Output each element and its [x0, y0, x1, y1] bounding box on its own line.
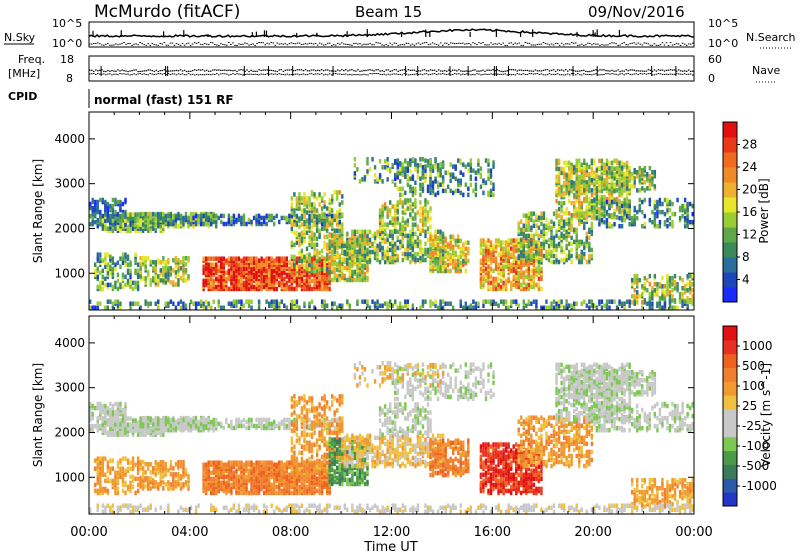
colorbar-segment	[723, 137, 737, 153]
colorbar-segment	[723, 242, 737, 258]
colorbar-segment	[723, 478, 737, 493]
colorbar-tick-label: -100	[742, 439, 769, 453]
colorbar-tick-label: -1000	[742, 479, 777, 493]
colorbar-tick-label: 12	[742, 228, 757, 242]
colorbar-tick-label: 24	[742, 160, 757, 174]
freq-tick-top: 18	[60, 53, 74, 66]
colorbar-segment	[723, 450, 737, 465]
beam-label: Beam 15	[355, 3, 422, 21]
velocity-colorbar-label: Velocity [m s^-1]	[759, 363, 773, 467]
nsky-label: N.Sky	[4, 31, 36, 44]
colorbar-tick-label: 25	[742, 399, 757, 413]
power-heatmap-cells	[89, 157, 694, 310]
colorbar-segment	[723, 182, 737, 198]
nave-tick-top: 60	[708, 53, 722, 66]
colorbar-segment	[723, 122, 737, 138]
colorbar-segment	[723, 167, 737, 183]
y-tick-label: 3000	[54, 177, 85, 191]
colorbar-segment	[723, 492, 737, 507]
x-tick-label: 20:00	[574, 525, 611, 540]
colorbar-segment	[723, 197, 737, 213]
colorbar-segment	[723, 381, 737, 396]
freq-label: Freq.	[18, 53, 45, 66]
y-tick-label: 1000	[54, 470, 85, 484]
colorbar-segment	[723, 409, 737, 424]
y-tick-label: 2000	[54, 221, 85, 235]
colorbar-segment	[723, 422, 737, 438]
x-tick-label: 00:00	[675, 525, 712, 540]
colorbar-tick-label: 8	[742, 250, 750, 264]
colorbar-segment	[723, 367, 737, 382]
power-colorbar: 4 8 12 16 20 24 28	[722, 121, 757, 303]
y-tick-label: 1000	[54, 266, 85, 280]
colorbar-segment	[723, 436, 737, 452]
colorbar-tick-label: 500	[742, 359, 765, 373]
freq-tick-bottom: 8	[66, 72, 73, 85]
colorbar-tick-label: 16	[742, 205, 757, 219]
colorbar-segment	[723, 339, 737, 355]
velocity-panel: 1000 2000 3000 4000 Slant Range [km] 1000 50…	[31, 315, 777, 515]
x-tick-label: 00:00	[70, 525, 107, 540]
colorbar-segment	[723, 272, 737, 288]
nsky-tick-bottom: 10^0	[52, 37, 82, 50]
x-tick-label: 12:00	[373, 525, 410, 540]
x-tick-label: 08:00	[272, 525, 309, 540]
nave-tick-bottom: 0	[708, 72, 715, 85]
velocity-heatmap-cells	[89, 361, 694, 514]
nsky-tick-top: 10^5	[52, 17, 82, 30]
colorbar-segment	[723, 212, 737, 228]
colorbar-segment	[723, 353, 737, 369]
date-label: 09/Nov/2016	[588, 3, 685, 21]
colorbar-tick-label: 20	[742, 183, 757, 197]
nsearch-tick-bottom: 10^0	[708, 37, 738, 50]
nsearch-tick-top: 10^5	[708, 17, 738, 30]
colorbar-tick-label: -500	[742, 459, 769, 473]
colorbar-tick-label: 100	[742, 379, 765, 393]
y-tick-label: 4000	[54, 336, 85, 350]
velocity-colorbar: 1000 500 100 25 -25 -100 -500 -1000	[722, 325, 777, 507]
nsky-panel: N.Sky 10^5 10^0 10^5 10^0 N.Search	[4, 17, 796, 50]
colorbar-segment	[723, 326, 737, 341]
colorbar-segment	[723, 227, 737, 243]
power-panel: 1000 2000 3000 4000 Slant Range [km] 4 8 12 16…	[31, 111, 771, 311]
y-tick-label: 4000	[54, 132, 85, 146]
colorbar-tick-label: -25	[742, 419, 762, 433]
colorbar-segment	[723, 152, 737, 168]
freq-unit-label: [MHz]	[8, 67, 40, 80]
colorbar-tick-label: 4	[742, 273, 750, 287]
colorbar-segment	[723, 287, 737, 303]
x-tick-label: 16:00	[474, 525, 511, 540]
x-tick-label: 04:00	[171, 525, 208, 540]
y-tick-label: 2000	[54, 425, 85, 439]
cpid-text: normal (fast) 151 RF	[94, 93, 234, 107]
power-colorbar-label: Power [dB]	[757, 178, 771, 243]
velocity-ylabel: Slant Range [km]	[31, 363, 45, 467]
nave-label: Nave	[752, 64, 780, 77]
colorbar-segment	[723, 464, 737, 479]
colorbar-tick-label: 1000	[742, 339, 773, 353]
power-ylabel: Slant Range [km]	[31, 159, 45, 263]
y-tick-label: 3000	[54, 381, 85, 395]
freq-panel: Freq. [MHz] 18 8 60 0 Nave	[8, 53, 780, 85]
colorbar-segment	[723, 395, 737, 410]
colorbar-segment	[723, 257, 737, 273]
station-title: McMurdo (fitACF)	[94, 2, 240, 22]
nsearch-label: N.Search	[746, 31, 796, 44]
colorbar-tick-label: 28	[742, 138, 757, 152]
nsky-trace-line	[88, 28, 694, 38]
x-axis-label: Time UT	[363, 540, 417, 554]
cpid-label: CPID	[8, 90, 37, 103]
